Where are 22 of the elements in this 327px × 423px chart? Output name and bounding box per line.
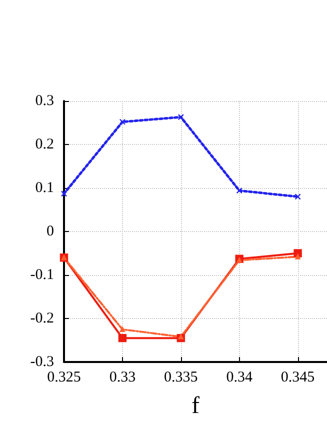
y-tick-label: -0.3 (30, 354, 54, 370)
x-tick-label: 0.33 (109, 370, 136, 386)
point (178, 114, 184, 120)
y-tick-label: -0.1 (30, 267, 54, 283)
point (236, 188, 242, 194)
point (295, 254, 300, 260)
x-tick-label: 0.345 (280, 370, 315, 386)
point (236, 258, 242, 263)
x-tick-label: 0.34 (226, 370, 253, 386)
y-tick-label: 0.3 (35, 93, 54, 109)
point (60, 190, 68, 197)
x-tick-label: 0.325 (47, 370, 81, 386)
point (118, 334, 127, 342)
x-axis-title: f (192, 393, 200, 419)
point (119, 118, 126, 125)
y-tick-label: 0.2 (35, 136, 54, 152)
y-tick-label: -0.2 (30, 310, 54, 326)
y-tick-label: 0 (46, 224, 54, 240)
point (120, 326, 126, 332)
y-tick-label: 0.1 (35, 180, 54, 196)
point (294, 194, 301, 200)
x-tick-label: 0.335 (164, 370, 198, 386)
